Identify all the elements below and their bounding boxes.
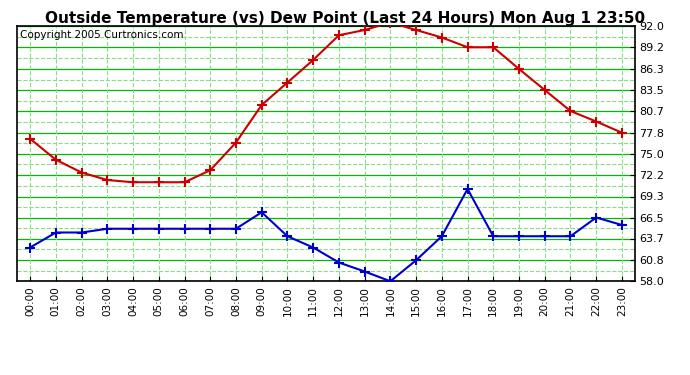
Text: Copyright 2005 Curtronics.com: Copyright 2005 Curtronics.com (20, 30, 184, 40)
Text: Outside Temperature (vs) Dew Point (Last 24 Hours) Mon Aug 1 23:50: Outside Temperature (vs) Dew Point (Last… (45, 11, 645, 26)
